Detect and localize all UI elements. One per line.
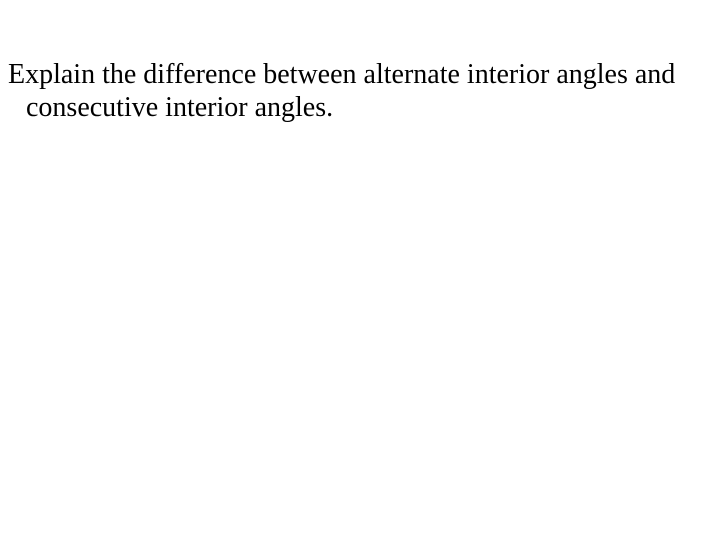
- question-text: Explain the difference between alternate…: [8, 58, 700, 124]
- slide-container: Explain the difference between alternate…: [0, 0, 720, 540]
